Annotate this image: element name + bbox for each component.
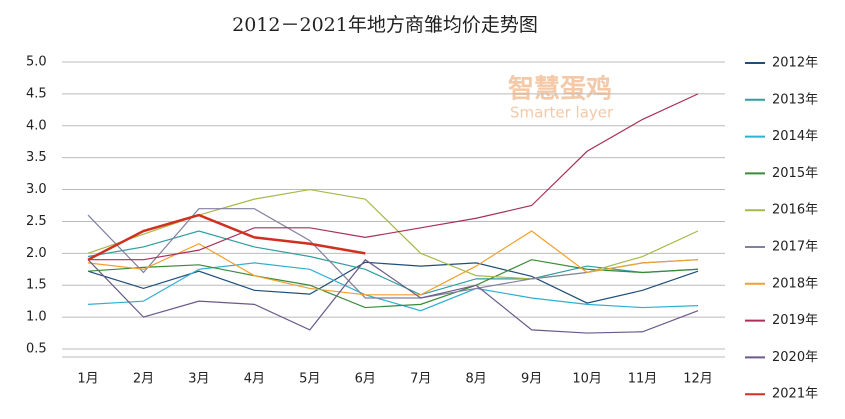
series-line xyxy=(88,93,699,261)
legend-label: 2017年 xyxy=(772,240,818,255)
legend-label: 2019年 xyxy=(772,313,818,328)
y-tick-label: 1.5 xyxy=(26,278,47,293)
legend-label: 2013年 xyxy=(772,92,818,107)
x-tick-label: 4月 xyxy=(244,372,265,387)
x-tick-label: 5月 xyxy=(299,372,320,387)
y-tick-label: 5.0 xyxy=(26,55,47,70)
legend-label: 2018年 xyxy=(772,276,818,291)
x-tick-label: 11月 xyxy=(628,372,658,387)
legend-label: 2021年 xyxy=(772,387,818,402)
y-tick-label: 4.0 xyxy=(26,118,47,133)
series-line xyxy=(87,262,699,312)
x-tick-label: 10月 xyxy=(572,372,602,387)
y-tick-label: 2.5 xyxy=(26,214,47,229)
y-tick-label: 2.0 xyxy=(26,246,47,261)
series-line xyxy=(87,230,699,296)
x-tick-label: 6月 xyxy=(355,372,376,387)
watermark: Smarter layer xyxy=(510,104,614,122)
x-tick-label: 3月 xyxy=(188,372,209,387)
legend-label: 2016年 xyxy=(772,203,818,218)
watermark: 智慧蛋鸡 xyxy=(508,74,612,105)
series-line xyxy=(87,230,699,296)
x-tick-label: 9月 xyxy=(521,372,542,387)
chart-title: 2012－2021年地方商雏均价走势图 xyxy=(232,14,538,36)
y-tick-label: 3.5 xyxy=(26,150,47,165)
x-tick-label: 2月 xyxy=(133,372,154,387)
legend-label: 2014年 xyxy=(772,129,818,144)
y-tick-label: 0.5 xyxy=(26,342,47,357)
y-tick-label: 3.0 xyxy=(26,182,47,197)
series-line xyxy=(87,258,699,334)
series-line xyxy=(87,213,366,261)
legend-label: 2020年 xyxy=(772,350,818,365)
y-tick-label: 4.5 xyxy=(26,86,47,101)
x-tick-label: 7月 xyxy=(410,372,431,387)
x-tick-label: 12月 xyxy=(683,372,713,387)
legend-label: 2015年 xyxy=(772,166,818,181)
x-tick-label: 1月 xyxy=(77,372,98,387)
x-tick-label: 8月 xyxy=(466,372,487,387)
legend-label: 2012年 xyxy=(772,56,818,71)
y-tick-label: 1.0 xyxy=(26,310,47,325)
